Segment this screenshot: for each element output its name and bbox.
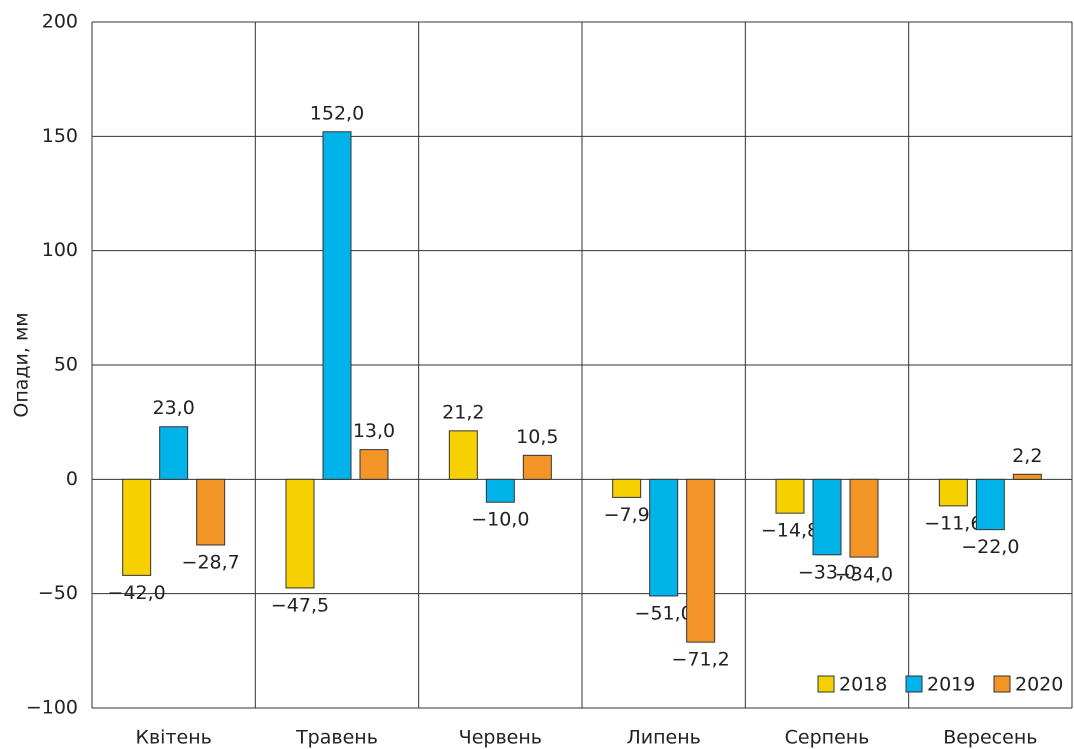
- bar: [649, 478, 679, 597]
- y-tick-label: 0: [66, 468, 78, 490]
- value-label: −33,0: [798, 561, 856, 583]
- legend-label: 2019: [927, 674, 975, 696]
- value-label: −10,0: [471, 509, 529, 531]
- bar: [196, 478, 226, 546]
- value-label: −71,2: [672, 649, 730, 671]
- bar: [975, 478, 1005, 531]
- bar: [812, 478, 842, 556]
- bar: [448, 430, 478, 480]
- y-tick-label: −100: [26, 697, 78, 719]
- x-tick-label: Вересень: [943, 727, 1037, 749]
- value-label: −22,0: [961, 536, 1019, 558]
- y-tick-label: 200: [42, 11, 78, 33]
- x-tick-label: Серпень: [785, 727, 870, 749]
- value-label: −47,5: [271, 594, 329, 616]
- value-label: −28,7: [182, 551, 240, 573]
- legend-swatch: [905, 675, 923, 693]
- legend-label: 2020: [1015, 674, 1063, 696]
- value-label: 13,0: [353, 420, 395, 442]
- bar: [686, 478, 716, 643]
- y-tick-label: 100: [42, 239, 78, 261]
- value-label: −11,6: [924, 512, 982, 534]
- value-label: 10,5: [516, 426, 558, 448]
- bar: [159, 426, 189, 480]
- bar: [938, 478, 968, 507]
- bar: [485, 478, 515, 503]
- value-label: −51,0: [635, 602, 693, 624]
- bar: [285, 478, 315, 589]
- bar: [322, 131, 352, 480]
- legend-swatch: [993, 675, 1011, 693]
- bar: [522, 454, 552, 480]
- y-tick-label: 150: [42, 125, 78, 147]
- value-label: 23,0: [153, 397, 195, 419]
- legend-label: 2018: [839, 674, 887, 696]
- bar: [612, 478, 642, 498]
- value-label: 21,2: [442, 401, 484, 423]
- y-axis-label: Опади, мм: [11, 312, 33, 417]
- value-label: −42,0: [108, 582, 166, 604]
- x-tick-label: Червень: [459, 727, 542, 749]
- y-tick-label: −50: [38, 582, 78, 604]
- bar: [122, 478, 152, 576]
- y-tick-label: 50: [54, 354, 78, 376]
- value-label: −7,9: [604, 504, 650, 526]
- bar: [775, 478, 805, 514]
- bar: [359, 449, 389, 480]
- value-label: 152,0: [310, 102, 364, 124]
- x-tick-label: Квітень: [135, 727, 211, 749]
- value-label: −34,0: [835, 564, 893, 586]
- x-tick-label: Травень: [295, 727, 378, 749]
- value-label: 2,2: [1012, 445, 1042, 467]
- bar: [1012, 473, 1042, 480]
- bar: [849, 478, 879, 558]
- legend-swatch: [817, 675, 835, 693]
- x-tick-label: Липень: [626, 727, 700, 749]
- value-label: −14,8: [761, 520, 819, 542]
